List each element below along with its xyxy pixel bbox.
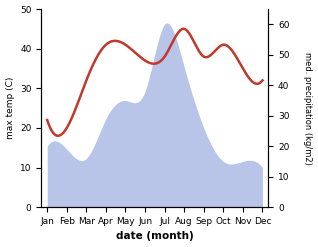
Y-axis label: med. precipitation (kg/m2): med. precipitation (kg/m2) [303, 52, 313, 165]
X-axis label: date (month): date (month) [116, 231, 194, 242]
Y-axis label: max temp (C): max temp (C) [5, 77, 15, 139]
